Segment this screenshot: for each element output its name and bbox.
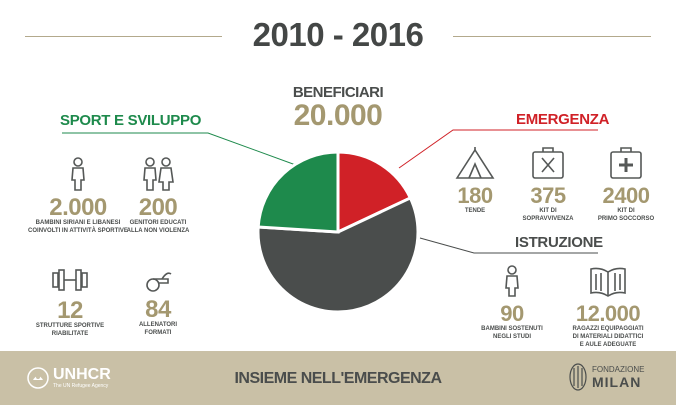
fondazione-label: FONDAZIONE: [592, 365, 645, 374]
sport-parents-caption-1: GENITORI EDUCATI: [129, 220, 187, 226]
emergenza-title: EMERGENZA: [516, 111, 610, 128]
child-icon: [71, 157, 85, 191]
istruzione-materials-value: 12.000: [575, 301, 641, 326]
parents-icon: [143, 157, 174, 191]
sport-coaches-value: 84: [145, 296, 171, 323]
unhcr-subtitle: The UN Refugee Agency: [53, 383, 109, 389]
emergenza-item-firstaid: 2400 KIT DI PRIMO SOCCORSO: [590, 146, 662, 223]
student-icon: [505, 265, 519, 297]
emergenza-firstaid-caption-1: KIT DI: [617, 208, 635, 214]
emergenza-connector: [398, 129, 598, 169]
sport-children-caption-1: BAMBINI SIRIANI E LIBANESI: [35, 220, 121, 226]
istruzione-students-caption-2: NEGLI STUDI: [492, 334, 531, 340]
emergenza-firstaid-caption-2: PRIMO SOCCORSO: [597, 216, 655, 222]
sport-facilities-value: 12: [57, 297, 83, 324]
milan-crest-icon: [569, 363, 587, 391]
sport-parents-value: 200: [138, 194, 178, 221]
sport-title: SPORT E SVILUPPO: [60, 112, 202, 129]
sport-children-caption-2: COINVOLTI IN ATTIVITÀ SPORTIVE: [28, 228, 128, 234]
footer-bar: UNHCR The UN Refugee Agency INSIEME NELL…: [0, 351, 676, 405]
fondazione-milan-logo: FONDAZIONE MILAN: [568, 362, 644, 392]
sport-facilities-caption-2: RIABILITATE: [51, 331, 89, 337]
istruzione-students-value: 90: [500, 301, 524, 326]
footer-tagline: INSIEME NELL'EMERGENZA: [234, 370, 442, 387]
sport-item-facilities: 12 STRUTTURE SPORTIVE RIABILITATE: [30, 265, 110, 338]
emergenza-firstaid-value: 2400: [602, 183, 650, 208]
sport-item-parents: 200 GENITORI EDUCATI ALLA NON VIOLENZA: [116, 156, 200, 235]
emergenza-survival-caption-1: KIT DI: [539, 208, 557, 214]
sport-item-coaches: 84 ALLENATORI FORMATI: [122, 268, 194, 337]
page-title: 2010 - 2016: [252, 16, 424, 53]
emergenza-item-survival: 375 KIT DI SOPRAVVIVENZA: [516, 146, 580, 223]
header-rule-left: [25, 36, 222, 37]
istruzione-item-materials: 12.000 RAGAZZI EQUIPAGGIATI DI MATERIALI…: [558, 264, 658, 349]
first-aid-kit-icon: [610, 147, 642, 179]
istruzione-materials-caption-1: RAGAZZI EQUIPAGGIATI: [572, 326, 644, 332]
sport-parents-caption-2: ALLA NON VIOLENZA: [126, 228, 190, 234]
book-icon: [590, 267, 626, 297]
sport-connector: [62, 132, 305, 169]
beneficiari-label: BENEFICIARI: [292, 84, 384, 101]
beneficiaries-pie: [256, 150, 420, 314]
sport-facilities-caption-1: STRUTTURE SPORTIVE: [35, 323, 105, 329]
whistle-icon: [146, 272, 172, 292]
survival-kit-icon: [532, 147, 564, 179]
emergenza-tents-caption-1: TENDE: [464, 208, 486, 214]
sport-coaches-caption-2: FORMATI: [144, 330, 172, 336]
istruzione-materials-caption-3: E AULE ADEGUATE: [579, 342, 637, 348]
unhcr-emblem-icon: [27, 367, 49, 389]
istruzione-title: ISTRUZIONE: [515, 234, 603, 251]
istruzione-materials-caption-2: DI MATERIALI DIDATTICI: [572, 334, 644, 340]
sport-children-value: 2.000: [49, 194, 107, 221]
istruzione-item-students: 90 BAMBINI SOSTENUTI NEGLI STUDI: [476, 264, 548, 341]
sport-item-children: 2.000 BAMBINI SIRIANI E LIBANESI COINVOL…: [28, 156, 128, 235]
unhcr-logo: UNHCR The UN Refugee Agency: [26, 365, 111, 391]
emergenza-survival-value: 375: [530, 183, 566, 208]
connector-lines: [62, 129, 598, 254]
istruzione-students-caption-1: BAMBINI SOSTENUTI: [481, 326, 543, 332]
milan-wordmark: MILAN: [592, 374, 642, 390]
header-rule-right: [453, 36, 651, 37]
emergenza-item-tents: 180 TENDE: [443, 146, 507, 215]
sport-coaches-caption-1: ALLENATORI: [138, 322, 178, 328]
unhcr-wordmark: UNHCR: [53, 366, 111, 383]
tent-icon: [455, 147, 495, 179]
istruzione-connector: [419, 237, 598, 254]
pie-slice-istruzione: [256, 195, 420, 314]
emergenza-survival-caption-2: SOPRAVVIVENZA: [522, 216, 574, 222]
pie-slice-emergenza: [336, 150, 413, 235]
pie-slice-sport-e-sviluppo: [256, 150, 340, 234]
beneficiari-value: 20.000: [293, 99, 383, 132]
emergenza-tents-value: 180: [457, 183, 493, 208]
dumbbell-icon: [52, 269, 88, 291]
